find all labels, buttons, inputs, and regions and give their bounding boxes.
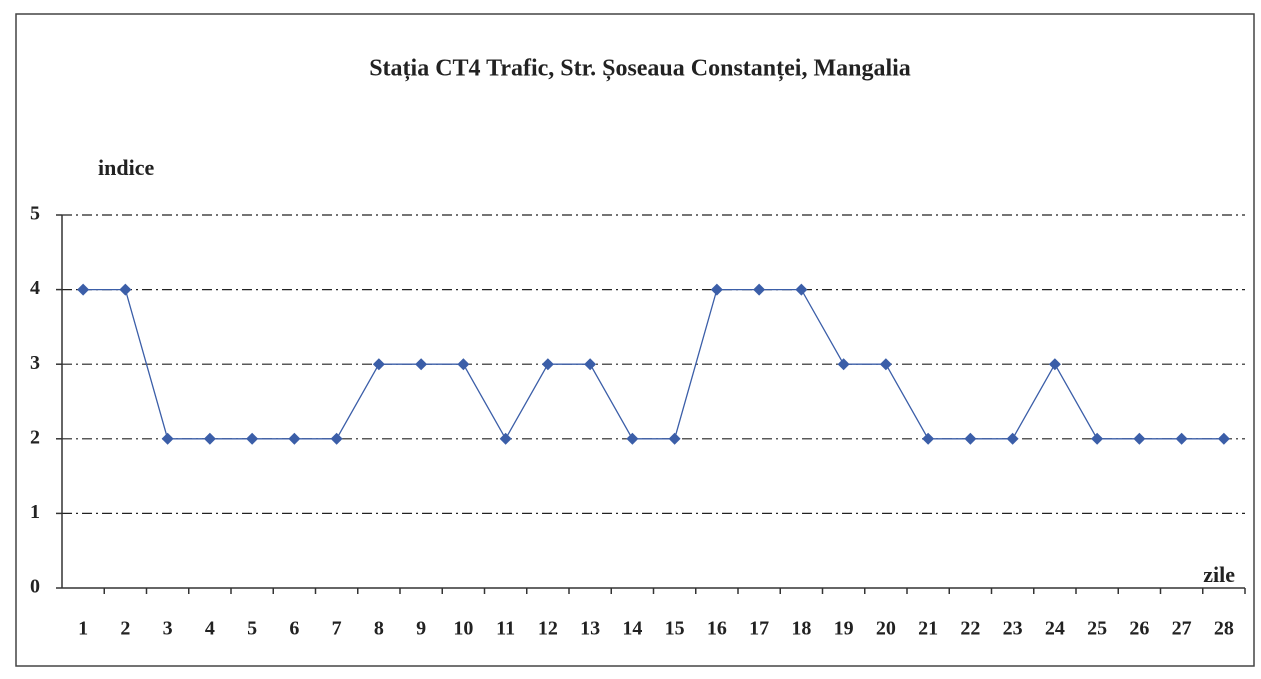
marker <box>1175 432 1188 445</box>
marker <box>668 432 681 445</box>
y-tick-label: 2 <box>30 426 40 448</box>
x-tick-label: 8 <box>374 618 384 640</box>
marker <box>457 358 470 371</box>
x-tick-label: 27 <box>1172 618 1192 640</box>
series-line <box>83 288 1224 441</box>
marker <box>922 432 935 445</box>
marker <box>372 358 385 371</box>
marker <box>77 283 90 296</box>
marker <box>1091 432 1104 445</box>
x-tick-label: 15 <box>665 618 685 640</box>
marker <box>246 432 259 445</box>
x-tick-label: 25 <box>1087 618 1107 640</box>
y-tick-label: 5 <box>30 203 40 225</box>
x-tick-label: 3 <box>163 618 173 640</box>
x-tick-label: 6 <box>289 618 299 640</box>
y-axis-label: indice <box>98 155 154 180</box>
marker <box>288 432 301 445</box>
marker <box>1006 432 1019 445</box>
x-axis-label: zile <box>1203 562 1235 587</box>
marker <box>541 358 554 371</box>
chart-border <box>15 13 1255 667</box>
marker <box>584 358 597 371</box>
marker <box>626 432 639 445</box>
x-tick-label: 17 <box>749 618 769 640</box>
x-tick-label: 20 <box>876 618 896 640</box>
marker <box>753 283 766 296</box>
x-tick-label: 23 <box>1003 618 1023 640</box>
x-tick-label: 14 <box>622 618 642 640</box>
chart-title: Stația CT4 Trafic, Str. Șoseaua Constanț… <box>369 56 911 82</box>
x-tick-label: 9 <box>416 618 426 640</box>
x-tick-label: 24 <box>1045 618 1065 640</box>
marker <box>119 283 132 296</box>
x-tick-label: 7 <box>332 618 342 640</box>
marker <box>710 283 723 296</box>
marker <box>837 358 850 371</box>
x-tick-label: 26 <box>1129 618 1149 640</box>
x-tick-label: 16 <box>707 618 727 640</box>
x-tick-label: 11 <box>496 618 515 640</box>
x-tick-label: 13 <box>580 618 600 640</box>
x-tick-label: 1 <box>78 618 88 640</box>
marker <box>203 432 216 445</box>
y-tick-label: 1 <box>30 501 40 523</box>
marker <box>1048 358 1061 371</box>
marker <box>1217 432 1230 445</box>
marker <box>879 358 892 371</box>
x-tick-label: 2 <box>120 618 130 640</box>
marker <box>161 432 174 445</box>
marker <box>795 283 808 296</box>
x-tick-label: 5 <box>247 618 257 640</box>
marker <box>1133 432 1146 445</box>
x-tick-label: 10 <box>453 618 473 640</box>
y-tick-label: 3 <box>30 352 40 374</box>
x-tick-label: 22 <box>960 618 980 640</box>
marker <box>499 432 512 445</box>
marker <box>964 432 977 445</box>
marker <box>330 432 343 445</box>
x-tick-label: 4 <box>205 618 215 640</box>
y-tick-label: 0 <box>30 576 40 598</box>
marker <box>415 358 428 371</box>
x-tick-label: 19 <box>834 618 854 640</box>
x-tick-label: 21 <box>918 618 938 640</box>
y-tick-label: 4 <box>30 277 40 299</box>
x-tick-label: 18 <box>791 618 811 640</box>
x-tick-label: 28 <box>1214 618 1234 640</box>
x-tick-label: 12 <box>538 618 558 640</box>
